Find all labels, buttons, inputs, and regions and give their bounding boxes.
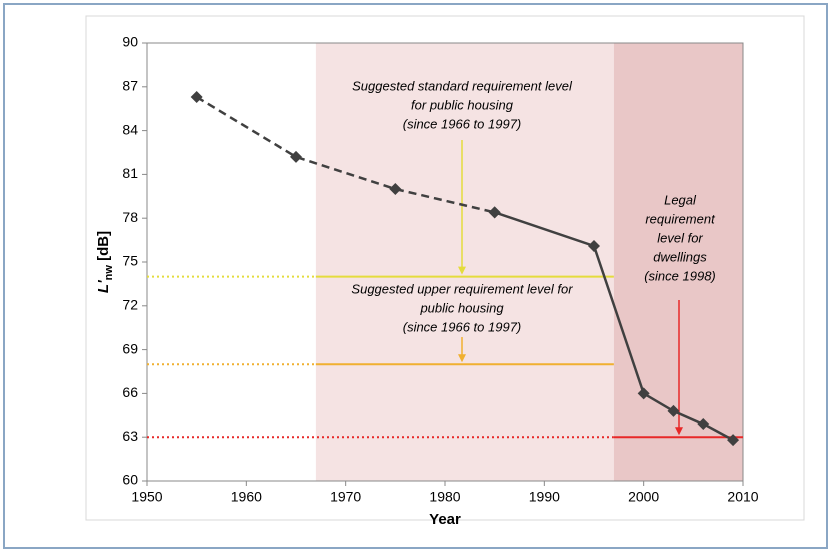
annotation-text: (since 1966 to 1997) — [403, 319, 522, 334]
y-tick-label: 78 — [122, 209, 138, 225]
annotation-text: Suggested upper requirement level for — [351, 281, 573, 296]
data-point — [389, 183, 402, 195]
annotation-text: (since 1966 to 1997) — [403, 116, 522, 131]
y-tick-label: 60 — [122, 472, 138, 488]
arrow-head — [458, 266, 466, 275]
y-tick-label: 81 — [122, 165, 138, 181]
y-axis-label-unit: [dB] — [95, 231, 112, 265]
y-tick-label: 72 — [122, 297, 138, 313]
data-point — [290, 150, 302, 163]
annotation-text: level for — [657, 230, 703, 245]
y-tick-label: 84 — [122, 121, 138, 137]
shaded-region — [315, 43, 614, 481]
annotation-text: Suggested standard requirement level — [352, 78, 573, 93]
data-line — [494, 211, 734, 442]
data-point — [190, 91, 203, 104]
arrow-head — [675, 427, 683, 436]
data-point — [727, 434, 740, 447]
data-point — [697, 418, 710, 431]
data-line — [196, 95, 495, 214]
y-axis-label-sub: nw — [103, 265, 115, 281]
annotation-text: (since 1998) — [644, 268, 716, 283]
annotation-text: Legal — [664, 192, 697, 207]
y-axis-label: L'nw [dB] — [95, 231, 115, 293]
data-point — [588, 239, 600, 252]
y-tick-label: 63 — [122, 428, 138, 444]
x-tick-label: 1960 — [231, 489, 262, 505]
arrow-head — [458, 354, 466, 363]
y-tick-label: 75 — [122, 253, 138, 269]
y-axis-label-main: L' — [95, 280, 112, 293]
data-point — [667, 404, 680, 417]
x-tick-label: 1980 — [429, 489, 460, 505]
data-point — [488, 206, 501, 219]
x-tick-label: 2010 — [727, 489, 758, 505]
chart-frame — [85, 15, 805, 521]
x-axis-label: Year — [429, 511, 461, 528]
y-tick-label: 66 — [122, 384, 138, 400]
annotation-text: for public housing — [411, 97, 514, 112]
x-tick-label: 1950 — [131, 489, 162, 505]
x-tick-label: 2000 — [628, 489, 659, 505]
x-tick-label: 1990 — [529, 489, 560, 505]
data-point — [637, 387, 650, 400]
annotation-text: requirement — [645, 211, 716, 226]
x-tick-label: 1970 — [330, 489, 361, 505]
y-tick-label: 87 — [122, 78, 138, 94]
annotation-text: dwellings — [653, 249, 707, 264]
y-tick-label: 90 — [122, 34, 138, 50]
y-tick-label: 69 — [122, 340, 138, 356]
annotation-text: public housing — [419, 300, 504, 315]
